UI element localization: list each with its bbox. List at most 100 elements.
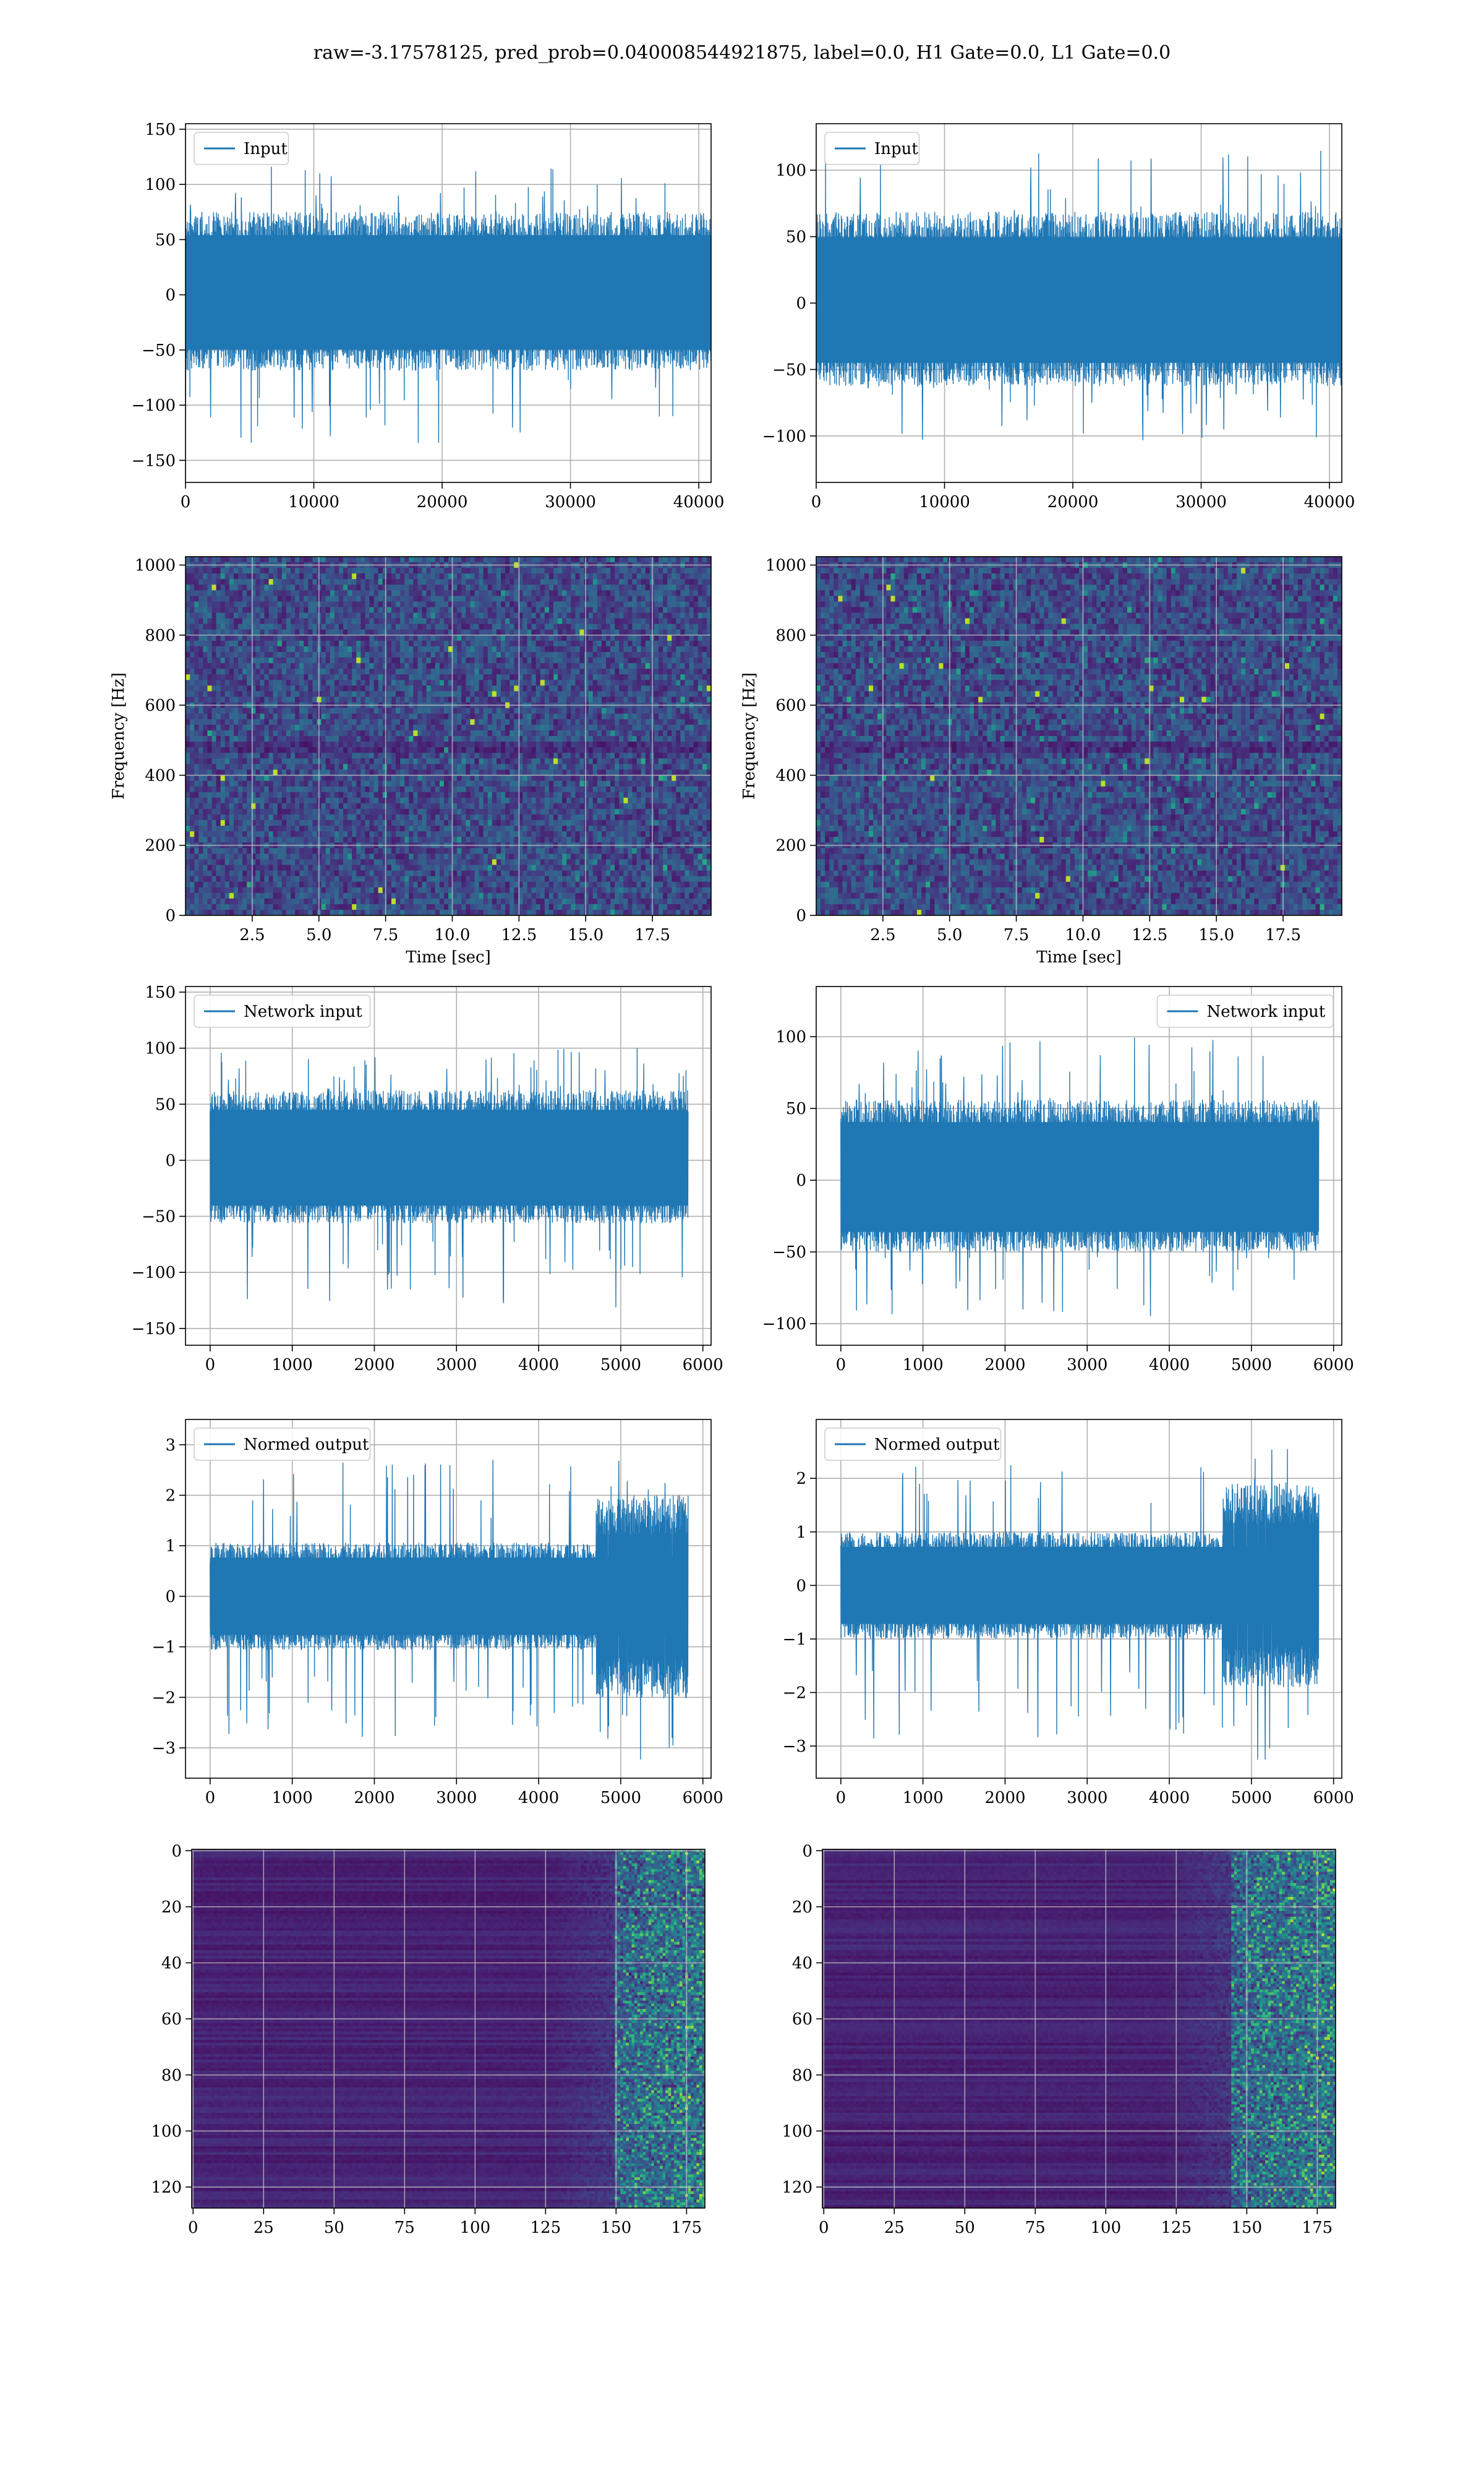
plot-area — [816, 1419, 1342, 1778]
plot-area — [186, 987, 711, 1345]
legend-label: Network input — [244, 1003, 362, 1021]
x-axis-label: Time [sec] — [406, 948, 491, 967]
y-tick-label: 200 — [775, 837, 806, 855]
legend: Network input — [1158, 995, 1334, 1027]
series-band — [841, 1122, 1319, 1231]
x-tick-label: 0 — [836, 1356, 846, 1374]
x-tick-label: 150 — [1232, 2219, 1263, 2237]
x-tick-label: 6000 — [683, 1789, 723, 1807]
x-tick-label: 0 — [836, 1789, 846, 1807]
x-tick-label: 50 — [955, 2219, 975, 2237]
y-tick-label: 40 — [792, 1954, 812, 1973]
x-tick-label: 3000 — [436, 1789, 477, 1807]
y-tick-label: 20 — [161, 1898, 182, 1917]
x-axis-label: Time [sec] — [1036, 948, 1122, 967]
panel-4: 2.5 5.0 7.5 10.0 12.5 15.0 17.5020040060080010… — [740, 557, 1342, 967]
y-tick-label: 50 — [786, 228, 806, 247]
y-tick-label: 3 — [165, 1436, 176, 1455]
legend-label: Input — [244, 140, 288, 158]
plot-area — [186, 557, 712, 916]
series-band — [186, 235, 711, 349]
y-tick-label: 80 — [161, 2066, 182, 2085]
y-tick-label: −100 — [762, 1315, 806, 1333]
y-tick-label: 50 — [155, 1095, 176, 1114]
y-tick-label: 100 — [145, 176, 176, 194]
panel-3: 2.5 5.0 7.5 10.0 12.5 15.0 17.5020040060080010… — [109, 557, 712, 967]
series-band — [841, 1547, 1319, 1624]
x-tick-label: 1000 — [272, 1356, 313, 1374]
y-tick-label: 0 — [165, 1152, 176, 1170]
x-tick-label: 175 — [672, 2219, 702, 2237]
y-tick-label: 150 — [145, 983, 176, 1002]
y-tick-label: 0 — [802, 1842, 812, 1860]
y-tick-label: −2 — [152, 1689, 176, 1707]
x-tick-label: 2.5 — [239, 926, 265, 944]
plot-area — [186, 124, 711, 482]
plot-area — [822, 1849, 1336, 2209]
x-tick-label: 2000 — [354, 1789, 394, 1807]
y-tick-label: −50 — [772, 361, 806, 379]
y-tick-label: 60 — [792, 2010, 812, 2029]
x-tick-label: 125 — [531, 2219, 561, 2237]
x-tick-label: 17.5 — [1265, 926, 1301, 944]
plot-area — [816, 987, 1342, 1345]
x-tick-label: 3000 — [1067, 1356, 1107, 1374]
x-tick-label: 6000 — [683, 1356, 723, 1374]
legend: Normed output — [194, 1428, 370, 1460]
y-tick-label: 60 — [161, 2010, 182, 2029]
legend: Input — [825, 132, 919, 165]
x-tick-label: 0 — [181, 493, 191, 511]
x-tick-label: 75 — [394, 2219, 415, 2237]
y-tick-label: −50 — [142, 341, 176, 360]
y-tick-label: 2 — [796, 1470, 806, 1488]
x-tick-label: 2000 — [984, 1789, 1025, 1807]
y-tick-label: −1 — [783, 1630, 806, 1649]
y-tick-label: 400 — [145, 766, 176, 785]
x-tick-label: 17.5 — [634, 926, 670, 944]
x-tick-label: 5000 — [1231, 1789, 1272, 1807]
x-tick-label: 10.0 — [1065, 926, 1101, 944]
x-tick-label: 4000 — [518, 1789, 559, 1807]
y-tick-label: −3 — [152, 1739, 176, 1758]
x-tick-label: 30000 — [545, 493, 596, 511]
y-tick-label: 40 — [161, 1954, 182, 1973]
x-tick-label: 0 — [188, 2219, 198, 2237]
x-tick-label: 10000 — [919, 493, 970, 511]
y-tick-label: −150 — [132, 452, 176, 470]
legend-label: Network input — [1207, 1003, 1326, 1021]
x-tick-label: 3000 — [1067, 1789, 1107, 1807]
x-tick-label: 30000 — [1175, 493, 1227, 511]
plot-area — [192, 1849, 706, 2209]
x-tick-label: 125 — [1161, 2219, 1192, 2237]
x-tick-label: 15.0 — [1198, 926, 1234, 944]
x-tick-label: 40000 — [1304, 493, 1355, 511]
y-tick-label: 0 — [796, 1577, 806, 1595]
x-tick-label: 12.5 — [501, 926, 537, 944]
x-tick-label: 3000 — [436, 1356, 477, 1374]
y-tick-label: −100 — [132, 396, 176, 415]
y-tick-label: 100 — [151, 2122, 182, 2141]
y-tick-label: 50 — [786, 1100, 806, 1118]
legend: Normed output — [825, 1428, 1001, 1460]
legend: Network input — [194, 995, 370, 1027]
y-tick-label: 80 — [792, 2066, 812, 2085]
x-tick-label: 175 — [1302, 2219, 1333, 2237]
y-tick-label: 0 — [796, 294, 806, 313]
y-tick-label: 0 — [165, 286, 176, 305]
x-tick-label: 5000 — [600, 1356, 641, 1374]
y-tick-label: −50 — [772, 1243, 806, 1262]
x-tick-label: 20000 — [1047, 493, 1099, 511]
series-band — [816, 238, 1342, 363]
y-tick-label: 1000 — [765, 557, 806, 575]
x-tick-label: 10000 — [288, 493, 339, 511]
y-tick-label: 0 — [165, 1588, 176, 1606]
y-tick-label: 100 — [775, 1028, 806, 1047]
y-tick-label: −100 — [132, 1264, 176, 1282]
y-tick-label: 0 — [165, 907, 176, 925]
legend: Input — [194, 132, 289, 165]
